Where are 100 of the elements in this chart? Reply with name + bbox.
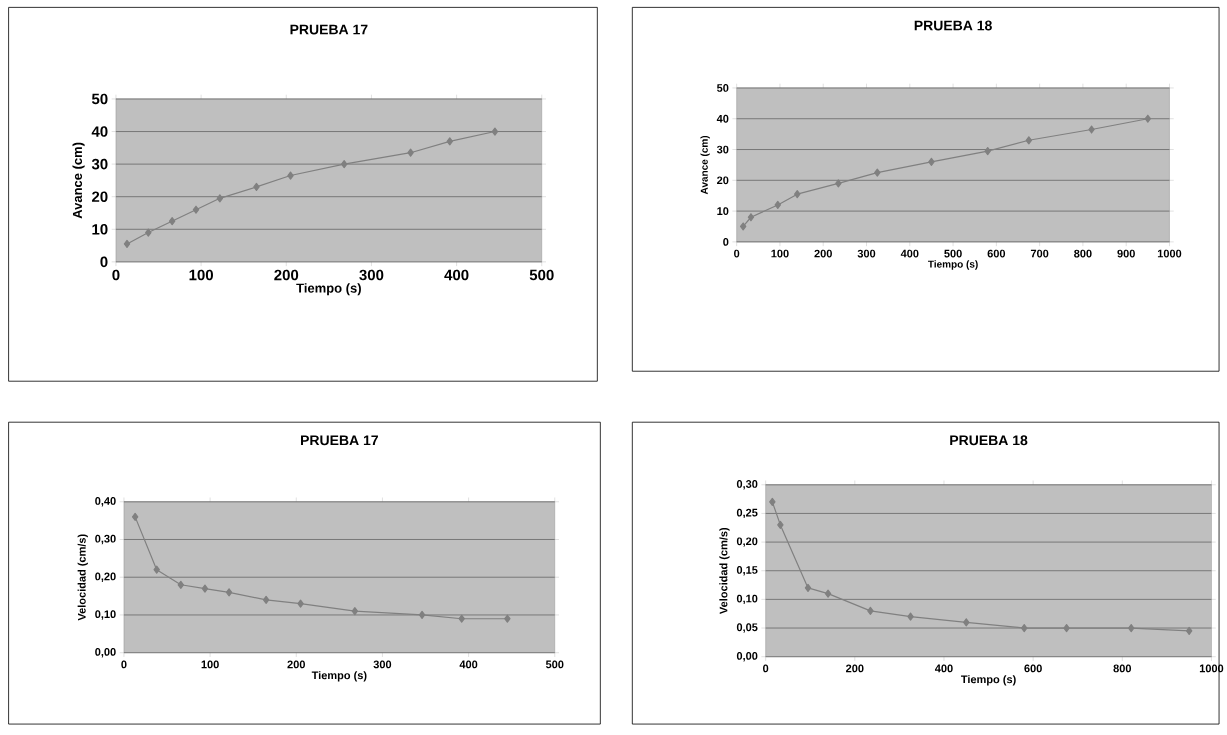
point bbox=[418, 611, 426, 620]
x-tick-label: 1000 bbox=[1199, 664, 1224, 673]
point bbox=[216, 194, 224, 203]
point bbox=[1088, 125, 1095, 134]
point bbox=[747, 213, 755, 222]
x-tick-label: 100 bbox=[201, 660, 219, 669]
point bbox=[287, 171, 294, 180]
chart-title: PRUEBA 18 bbox=[914, 20, 992, 31]
point bbox=[1144, 114, 1152, 123]
point bbox=[1021, 624, 1028, 633]
y-axis-title: Avance (cm) bbox=[72, 142, 85, 219]
x-tick-label: 100 bbox=[771, 249, 789, 258]
x-tick-label: 400 bbox=[459, 660, 478, 669]
point bbox=[225, 588, 233, 597]
point bbox=[123, 240, 131, 249]
point bbox=[1185, 626, 1193, 636]
y-axis-title: Avance (cm) bbox=[700, 136, 710, 195]
point bbox=[1025, 136, 1033, 145]
point bbox=[168, 217, 176, 226]
point bbox=[984, 147, 991, 156]
point bbox=[201, 584, 209, 593]
y-tick-label: 40 bbox=[91, 126, 108, 138]
x-tick-label: 200 bbox=[274, 269, 299, 281]
y-tick-label: 0,40 bbox=[95, 497, 116, 507]
chart-title: PRUEBA 17 bbox=[290, 24, 368, 35]
x-tick-label: 0 bbox=[763, 664, 769, 673]
x-axis-title: Tiempo (s) bbox=[960, 675, 1016, 686]
point bbox=[804, 584, 812, 593]
point bbox=[145, 228, 152, 237]
x-tick-label: 800 bbox=[1113, 664, 1132, 673]
y-tick-label: 0,00 bbox=[95, 648, 116, 658]
y-tick-label: 0,20 bbox=[736, 537, 758, 547]
point bbox=[874, 168, 881, 177]
x-axis-title: Tiempo (s) bbox=[311, 671, 367, 682]
point bbox=[407, 148, 414, 157]
y-tick-label: 50 bbox=[716, 84, 729, 93]
point bbox=[253, 183, 260, 192]
x-tick-label: 200 bbox=[287, 660, 305, 669]
y-tick-label: 0 bbox=[723, 238, 729, 246]
x-tick-label: 0 bbox=[121, 660, 127, 669]
point bbox=[340, 160, 348, 169]
x-tick-label: 400 bbox=[444, 269, 469, 281]
x-tick-label: 200 bbox=[846, 664, 864, 673]
chart-title: PRUEBA 18 bbox=[950, 435, 1028, 446]
point bbox=[458, 614, 465, 624]
y-axis-title: Velocidad (cm/s) bbox=[77, 534, 88, 621]
point bbox=[262, 595, 270, 605]
point bbox=[867, 606, 874, 616]
x-tick-label: 300 bbox=[857, 249, 876, 258]
y-tick-label: 0,10 bbox=[736, 594, 758, 605]
x-tick-label: 500 bbox=[944, 249, 962, 258]
y-tick-label: 0,05 bbox=[736, 623, 758, 633]
y-tick-label: 0,20 bbox=[95, 572, 116, 583]
point bbox=[1127, 624, 1135, 633]
point bbox=[794, 190, 801, 199]
y-tick-label: 0,30 bbox=[736, 480, 758, 490]
point bbox=[153, 565, 160, 574]
y-tick-label: 0,00 bbox=[736, 652, 758, 662]
x-tick-label: 600 bbox=[987, 249, 1006, 258]
point bbox=[504, 614, 511, 624]
x-axis-title: Tiempo (s) bbox=[296, 283, 361, 296]
x-tick-label: 100 bbox=[189, 269, 213, 281]
point bbox=[774, 201, 782, 210]
point bbox=[824, 589, 832, 598]
x-tick-label: 300 bbox=[359, 269, 384, 281]
point bbox=[351, 607, 359, 616]
point bbox=[297, 599, 304, 608]
x-tick-label: 400 bbox=[900, 249, 919, 258]
x-tick-label: 500 bbox=[529, 269, 554, 281]
y-tick-label: 30 bbox=[716, 145, 729, 154]
x-tick-label: 400 bbox=[934, 664, 953, 673]
point bbox=[192, 205, 200, 215]
point bbox=[777, 520, 784, 530]
x-tick-label: 200 bbox=[814, 249, 832, 258]
point bbox=[928, 157, 935, 167]
x-axis-title: Tiempo (s) bbox=[928, 260, 978, 270]
point bbox=[131, 512, 139, 522]
point bbox=[177, 580, 185, 590]
y-tick-label: 10 bbox=[717, 207, 729, 216]
point bbox=[739, 222, 747, 231]
y-tick-label: 0,15 bbox=[736, 566, 758, 576]
point bbox=[907, 612, 914, 621]
x-tick-label: 800 bbox=[1074, 249, 1092, 258]
y-tick-label: 0,30 bbox=[95, 534, 116, 545]
y-axis-title: Velocidad (cm/s) bbox=[719, 528, 730, 615]
x-tick-label: 1000 bbox=[1157, 249, 1182, 258]
y-tick-label: 40 bbox=[716, 115, 729, 123]
point bbox=[963, 618, 970, 627]
point bbox=[835, 179, 842, 188]
x-tick-label: 700 bbox=[1030, 249, 1049, 258]
x-tick-label: 300 bbox=[373, 660, 392, 669]
y-tick-label: 0,10 bbox=[95, 610, 116, 620]
y-tick-label: 0,25 bbox=[736, 508, 758, 519]
y-tick-label: 10 bbox=[92, 224, 108, 235]
x-tick-label: 600 bbox=[1024, 664, 1042, 673]
y-tick-label: 20 bbox=[91, 191, 108, 203]
x-tick-label: 900 bbox=[1117, 249, 1135, 258]
point bbox=[446, 137, 453, 146]
point bbox=[1063, 624, 1070, 633]
point bbox=[769, 498, 776, 507]
